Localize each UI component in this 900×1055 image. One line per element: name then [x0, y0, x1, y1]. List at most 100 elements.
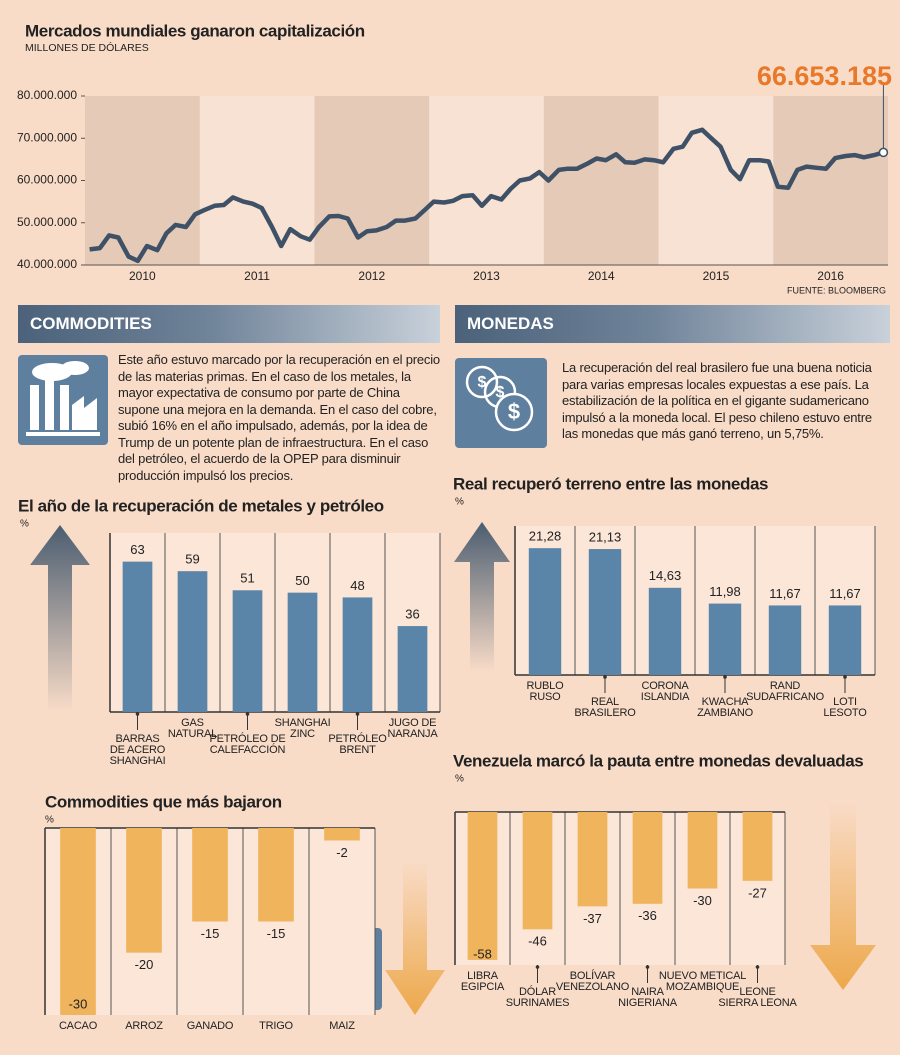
value-label: 11,67	[829, 586, 861, 601]
chart-title: El año de la recuperación de metales y p…	[18, 496, 384, 515]
paragraph: La recuperación del real brasilero fue u…	[562, 360, 872, 441]
last-point	[878, 147, 889, 158]
svg-text:$: $	[496, 384, 505, 401]
y-axis-label: %	[455, 774, 464, 785]
x-tick-label: CACAO	[58, 1020, 98, 1032]
label-dot	[355, 712, 360, 716]
x-tick-label: LOTI LESOTO	[823, 696, 867, 719]
bar	[828, 605, 862, 675]
chart-title: Commodities que más bajaron	[45, 792, 282, 811]
up-arrow	[454, 522, 510, 672]
y-axis-label: %	[455, 497, 464, 508]
section-heading: COMMODITIES	[18, 305, 440, 343]
label-dot	[843, 675, 847, 679]
x-tick-label: 2012	[358, 269, 385, 283]
bar	[708, 603, 742, 675]
x-tick-label: NAIRA NIGERIANA	[618, 986, 677, 1009]
bar	[588, 549, 622, 675]
svg-text:$: $	[478, 374, 487, 391]
x-tick-label: CORONA ISLANDIA	[640, 680, 690, 703]
y-tick-label: 70.000.000	[17, 130, 77, 144]
x-tick-label: ARROZ	[125, 1020, 163, 1032]
y-tick-label: 80.000.000	[17, 88, 77, 102]
plot-background	[85, 96, 888, 265]
label-dot	[645, 965, 650, 969]
section-heading: MONEDAS	[455, 305, 890, 343]
bar	[397, 626, 428, 712]
bar	[522, 812, 553, 930]
x-tick-label: RAND SUDAFRICANO	[746, 680, 824, 703]
y-tick-label: 40.000.000	[17, 257, 77, 271]
x-tick-label: JUGO DE NARANJA	[387, 717, 438, 740]
value-label: -36	[638, 908, 657, 923]
x-tick-label: 2014	[588, 269, 615, 283]
x-tick-label: LEONE SIERRA LEONA	[718, 986, 797, 1009]
y-tick-label: 60.000.000	[17, 173, 77, 187]
y-tick-label: 50.000.000	[17, 215, 77, 229]
value-label: -27	[748, 885, 767, 900]
value-label: 14,63	[649, 568, 682, 583]
label-dot	[245, 712, 250, 716]
bar	[258, 828, 294, 922]
value-label: 59	[185, 552, 199, 567]
year-band	[85, 96, 200, 265]
value-label: 50	[295, 573, 309, 588]
label-dot	[135, 712, 140, 716]
year-band	[543, 96, 659, 265]
bar	[648, 587, 682, 675]
bar	[177, 571, 208, 712]
up-arrow	[30, 525, 90, 712]
chart-title: Venezuela marcó la pauta entre monedas d…	[453, 751, 863, 770]
coins-icon: $ $ $	[455, 358, 547, 448]
value-label: -37	[583, 911, 602, 926]
value-label: -30	[69, 996, 88, 1011]
bar	[192, 828, 228, 922]
value-label: 11,98	[709, 584, 741, 599]
bar	[687, 812, 718, 889]
data-line	[89, 127, 885, 264]
x-tick-label: 2013	[473, 269, 500, 283]
label-dot	[755, 965, 760, 969]
value-label: 21,13	[589, 530, 622, 545]
value-label: 11,67	[769, 586, 801, 601]
bar	[577, 812, 608, 907]
x-tick-label: 2015	[703, 269, 730, 283]
label-dot	[723, 675, 727, 679]
x-tick-label: 2011	[244, 269, 270, 283]
value-label: -58	[473, 946, 492, 961]
x-tick-label: GANADO	[186, 1020, 234, 1032]
bar	[122, 561, 153, 712]
year-band	[314, 96, 430, 265]
bar	[632, 812, 663, 904]
bar	[528, 548, 562, 675]
value-label: -15	[267, 926, 286, 941]
bar	[287, 592, 318, 712]
x-tick-label: PETRÓLEO DE CALEFACCIÓN	[209, 733, 286, 756]
label-dot	[535, 965, 540, 969]
svg-text:$: $	[508, 399, 520, 424]
value-label: -30	[693, 893, 712, 908]
x-tick-label: RUBLO RUSO	[526, 680, 564, 703]
x-tick-label: KWACHA ZAMBIANO	[697, 696, 753, 719]
source: FUENTE: BLOOMBERG	[787, 285, 886, 295]
x-tick-label: 2010	[129, 269, 156, 283]
bar	[768, 605, 802, 675]
x-tick-label: DÓLAR SURINAMES	[505, 986, 570, 1009]
bar	[232, 590, 263, 712]
x-tick-label: REAL BRASILERO	[574, 696, 636, 719]
x-tick-label: 2016	[817, 269, 844, 283]
annotation: 66.653.185	[757, 61, 892, 91]
y-axis-label: %	[20, 519, 29, 530]
x-tick-label: GAS NATURAL	[167, 717, 218, 740]
down-arrow	[810, 800, 876, 990]
x-tick-label: BOLÍVAR VENEZOLANO	[555, 970, 630, 993]
chart-subtitle: MILLONES DE DÓLARES	[25, 41, 149, 54]
x-tick-label: PETRÓLEO BRENT	[328, 733, 387, 756]
y-axis-label: %	[45, 815, 54, 826]
factory-icon	[18, 355, 108, 445]
value-label: 51	[240, 571, 254, 586]
down-arrow	[385, 860, 445, 1015]
value-label: 21,28	[529, 529, 562, 544]
